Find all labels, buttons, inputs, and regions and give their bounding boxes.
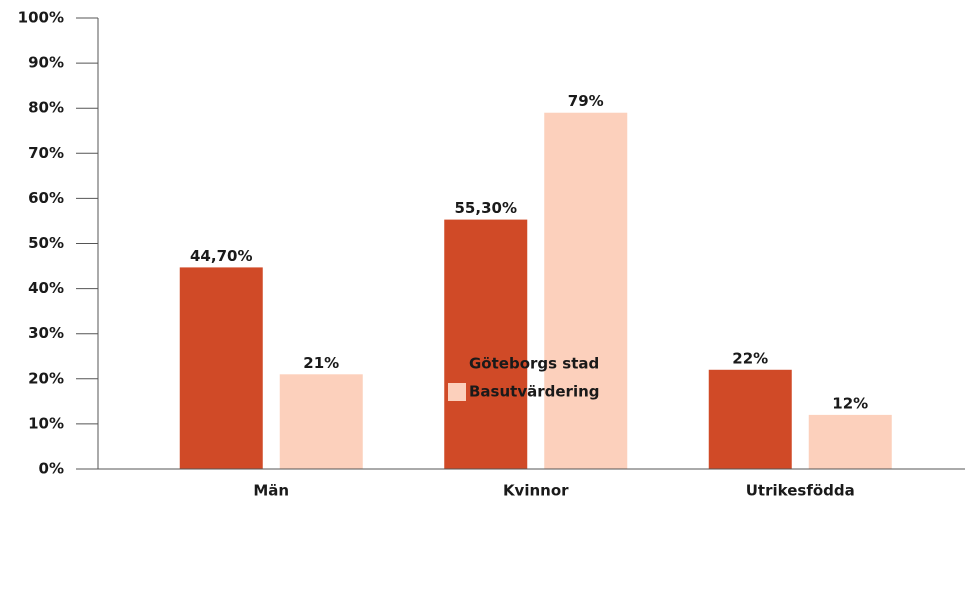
bar (179, 267, 263, 469)
bar (279, 374, 363, 469)
legend-label: Basutvärdering (469, 383, 600, 401)
y-tick-label: 0% (39, 460, 64, 478)
y-tick-label: 80% (28, 99, 64, 117)
x-tick-label: Män (253, 482, 289, 500)
y-tick-label: 100% (18, 9, 64, 27)
value-label: 12% (832, 394, 868, 412)
value-label: 79% (568, 92, 604, 110)
y-tick-label: 40% (28, 279, 64, 297)
y-tick-label: 90% (28, 54, 64, 72)
legend-swatch (448, 383, 466, 401)
value-label: 44,70% (190, 247, 252, 265)
y-tick-label: 60% (28, 189, 64, 207)
y-tick-label: 20% (28, 369, 64, 387)
value-label: 21% (303, 354, 339, 372)
x-tick-label: Utrikesfödda (746, 482, 855, 500)
legend-swatch (448, 355, 466, 373)
legend-label: Göteborgs stad (469, 355, 599, 373)
bar (444, 219, 528, 469)
value-label: 55,30% (455, 199, 517, 217)
bar (544, 112, 628, 470)
bar (708, 369, 792, 469)
value-label: 22% (732, 349, 768, 367)
y-tick-label: 50% (28, 234, 64, 252)
bar (808, 414, 892, 469)
y-tick-label: 70% (28, 144, 64, 162)
y-tick-label: 10% (28, 414, 64, 432)
y-tick-label: 30% (28, 324, 64, 342)
x-tick-label: Kvinnor (503, 482, 569, 500)
